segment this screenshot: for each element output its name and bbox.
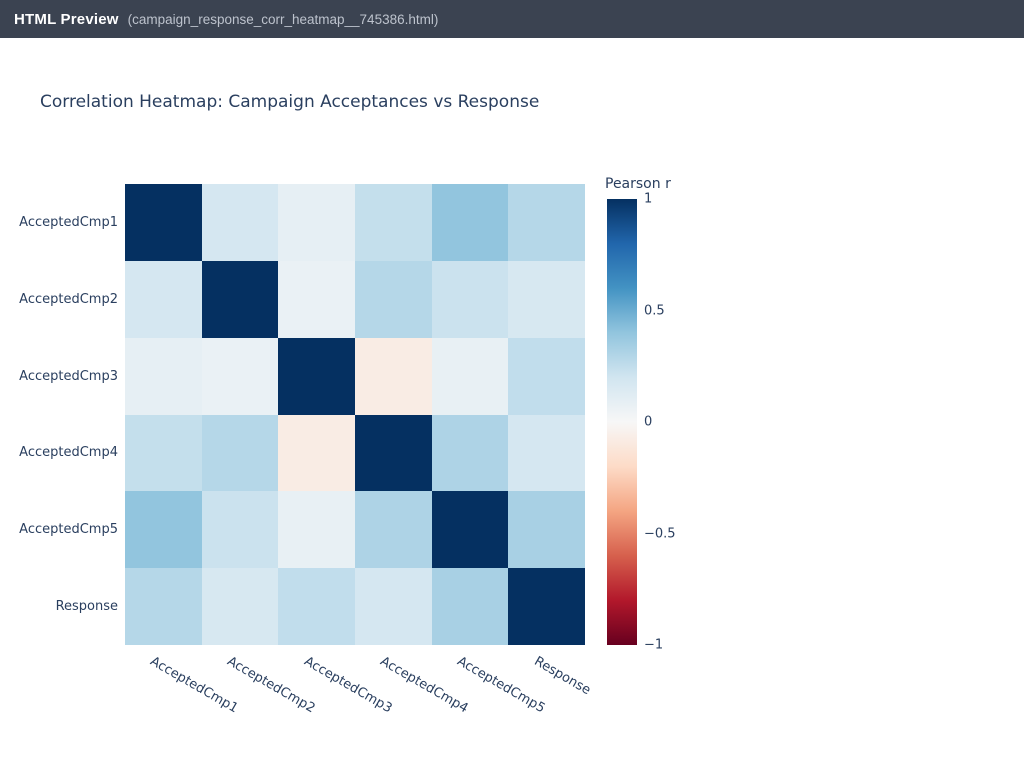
y-axis-tick-label: AcceptedCmp3 (19, 368, 118, 384)
heatmap-cell[interactable] (354, 184, 432, 261)
heatmap-cell[interactable] (508, 568, 585, 645)
colorbar-tick-label: 0 (644, 414, 653, 430)
heatmap-cell[interactable] (431, 184, 509, 261)
heatmap-cell[interactable] (431, 568, 509, 645)
heatmap-cell[interactable] (278, 568, 355, 645)
heatmap-cell[interactable] (278, 337, 355, 415)
heatmap-cell[interactable] (354, 260, 432, 338)
heatmap-cell[interactable] (125, 491, 202, 569)
colorbar-tick-label: −0.5 (644, 526, 676, 541)
heatmap-cell[interactable] (201, 260, 279, 338)
heatmap-y-axis: AcceptedCmp1 AcceptedCmp2 AcceptedCmp3 Acce… (0, 184, 118, 645)
colorbar-gradient (607, 199, 637, 645)
x-axis-tick-label: Response (531, 654, 593, 699)
y-axis-tick-label: AcceptedCmp5 (19, 522, 118, 538)
heatmap-cell[interactable] (201, 337, 279, 415)
heatmap-cell[interactable] (201, 491, 279, 569)
colorbar-tick-label: −1 (644, 637, 664, 653)
window-filename: (campaign_response_corr_heatmap__745386.… (127, 11, 439, 27)
chart-title: Correlation Heatmap: Campaign Acceptance… (40, 92, 540, 112)
heatmap-cell[interactable] (201, 184, 279, 261)
heatmap-cell[interactable] (125, 260, 202, 338)
y-axis-tick-label: Response (55, 599, 118, 615)
heatmap-cell[interactable] (508, 184, 585, 261)
heatmap-cell[interactable] (125, 414, 202, 492)
heatmap-cell[interactable] (201, 568, 279, 645)
y-axis-tick-label: AcceptedCmp4 (19, 445, 118, 461)
heatmap-cell[interactable] (354, 337, 432, 415)
heatmap-cell[interactable] (354, 491, 432, 569)
heatmap-cell[interactable] (278, 491, 355, 569)
colorbar-ticks: 1 0.5 0 −0.5 −1 (644, 192, 694, 653)
heatmap-cell[interactable] (125, 184, 202, 261)
heatmap-cell[interactable] (201, 414, 279, 492)
colorbar-tick-label: 1 (644, 191, 653, 207)
colorbar-title: Pearson r (605, 176, 671, 192)
heatmap-cell[interactable] (125, 568, 202, 645)
heatmap-cell[interactable] (431, 337, 509, 415)
y-axis-tick-label: AcceptedCmp1 (19, 214, 118, 230)
topbar: HTML Preview (campaign_response_corr_hea… (0, 0, 1024, 38)
heatmap-cell[interactable] (354, 414, 432, 492)
heatmap-cell[interactable] (278, 260, 355, 338)
window-title: HTML Preview (14, 10, 119, 28)
heatmap-cell[interactable] (508, 337, 585, 415)
y-axis-tick-label: AcceptedCmp2 (19, 291, 118, 307)
heatmap-cell[interactable] (431, 414, 509, 492)
heatmap-cell[interactable] (508, 414, 585, 492)
heatmap-cell[interactable] (508, 491, 585, 569)
heatmap-x-axis: AcceptedCmp1 AcceptedCmp2 AcceptedCmp3 Acce… (125, 650, 605, 730)
heatmap-cell[interactable] (431, 491, 509, 569)
heatmap-grid (125, 184, 585, 645)
heatmap-cell[interactable] (278, 414, 355, 492)
heatmap-cell[interactable] (431, 260, 509, 338)
heatmap-cell[interactable] (125, 337, 202, 415)
colorbar-tick-label: 0.5 (644, 303, 665, 318)
heatmap-cell[interactable] (354, 568, 432, 645)
heatmap-cell[interactable] (278, 184, 355, 261)
heatmap-cell[interactable] (508, 260, 585, 338)
